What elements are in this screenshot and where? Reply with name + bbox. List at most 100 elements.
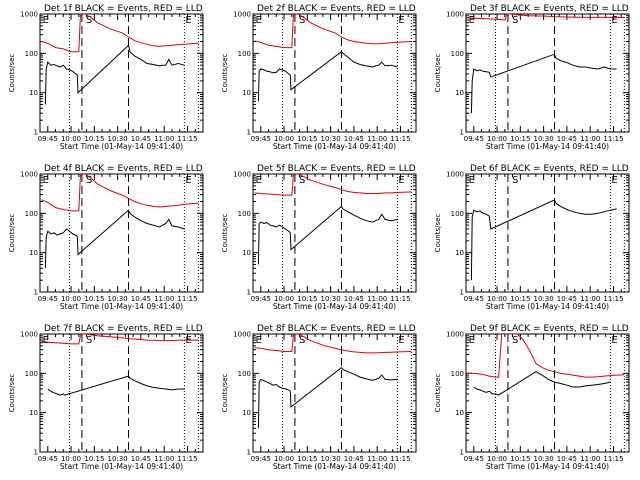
x-tick-label: 10:15 bbox=[84, 295, 104, 303]
x-tick-label: 10:30 bbox=[108, 455, 128, 463]
x-tick-label: 10:15 bbox=[510, 455, 530, 463]
y-tick-label: 10 bbox=[29, 249, 38, 257]
x-tick-label: 11:15 bbox=[603, 135, 623, 143]
y-tick-label: 100 bbox=[25, 210, 38, 218]
x-tick-label: 10:30 bbox=[321, 455, 341, 463]
x-tick-label: 11:15 bbox=[603, 455, 623, 463]
x-tick-label: 11:00 bbox=[367, 455, 387, 463]
x-tick-label: 10:45 bbox=[557, 295, 577, 303]
y-tick-label: 10 bbox=[455, 409, 464, 417]
x-tick-label: 10:30 bbox=[321, 135, 341, 143]
y-tick-label: 1000 bbox=[233, 11, 251, 19]
events-series-line bbox=[473, 371, 611, 396]
x-tick-label: 11:00 bbox=[580, 135, 600, 143]
x-tick-label: 10:00 bbox=[487, 135, 507, 143]
interval-marker-E: E bbox=[398, 15, 404, 26]
x-tick-label: 10:15 bbox=[84, 455, 104, 463]
y-tick-label: 1 bbox=[460, 129, 464, 137]
plot-frame bbox=[252, 333, 417, 453]
interval-marker-S: S bbox=[86, 175, 92, 186]
detector-panel-1: Det 1f BLACK = Events, RED = LLD 1 10 100 10… bbox=[8, 4, 204, 151]
x-tick-label: 10:15 bbox=[297, 455, 317, 463]
x-tick-label: 11:00 bbox=[154, 135, 174, 143]
panel-title: Det 8f BLACK = Events, RED = LLD bbox=[257, 324, 416, 334]
y-tick-label: 10 bbox=[455, 249, 464, 257]
y-tick-label: 1 bbox=[34, 129, 38, 137]
detector-panel-6: Det 6f BLACK = Events, RED = LLD 1 10 100 10… bbox=[434, 164, 630, 311]
x-tick-label: 10:15 bbox=[510, 135, 530, 143]
interval-marker-E: E bbox=[398, 175, 404, 186]
y-axis-label: Counts/sec bbox=[221, 374, 229, 413]
y-axis-label: Counts/sec bbox=[221, 214, 229, 253]
interval-marker-E: E bbox=[469, 175, 475, 186]
y-tick-label: 10 bbox=[455, 89, 464, 97]
y-axis-label: Counts/sec bbox=[221, 54, 229, 93]
x-tick-label: 10:30 bbox=[108, 135, 128, 143]
y-tick-label: 100 bbox=[238, 50, 251, 58]
plot-frame bbox=[465, 173, 630, 293]
y-tick-label: 1000 bbox=[233, 331, 251, 339]
x-tick-label: 10:45 bbox=[131, 135, 151, 143]
interval-marker-S: S bbox=[299, 335, 305, 346]
y-tick-label: 100 bbox=[451, 370, 464, 378]
y-tick-label: 1 bbox=[460, 449, 464, 457]
y-tick-label: 1 bbox=[34, 449, 38, 457]
x-tick-label: 10:45 bbox=[131, 295, 151, 303]
x-tick-label: 11:00 bbox=[367, 135, 387, 143]
y-tick-label: 10 bbox=[242, 89, 251, 97]
lld-series-line bbox=[467, 14, 625, 21]
detector-panel-3: Det 3f BLACK = Events, RED = LLD 1 10 100 10… bbox=[434, 4, 630, 151]
interval-marker-E: E bbox=[43, 15, 49, 26]
panel-title: Det 1f BLACK = Events, RED = LLD bbox=[44, 4, 203, 14]
x-tick-label: 10:00 bbox=[61, 455, 81, 463]
interval-marker-S: S bbox=[512, 335, 518, 346]
x-tick-label: 10:45 bbox=[557, 135, 577, 143]
x-tick-label: 11:15 bbox=[390, 295, 410, 303]
interval-marker-S: S bbox=[299, 15, 305, 26]
x-tick-label: 11:15 bbox=[390, 135, 410, 143]
events-series-line bbox=[470, 199, 617, 281]
y-tick-label: 1 bbox=[460, 289, 464, 297]
panel-title: Det 2f BLACK = Events, RED = LLD bbox=[257, 4, 416, 14]
x-tick-label: 10:30 bbox=[534, 295, 554, 303]
x-tick-label: 09:45 bbox=[464, 295, 484, 303]
x-tick-label: 10:30 bbox=[534, 135, 554, 143]
y-tick-label: 100 bbox=[451, 210, 464, 218]
panel-title: Det 9f BLACK = Events, RED = LLD bbox=[470, 324, 629, 334]
plot-frame bbox=[465, 333, 630, 453]
events-series-line bbox=[257, 366, 398, 429]
y-tick-label: 1000 bbox=[20, 11, 38, 19]
panel-title: Det 7f BLACK = Events, RED = LLD bbox=[44, 324, 203, 334]
y-tick-label: 10 bbox=[29, 409, 38, 417]
x-tick-label: 09:45 bbox=[251, 295, 271, 303]
interval-marker-E: E bbox=[256, 335, 262, 346]
x-tick-label: 11:15 bbox=[177, 455, 197, 463]
y-tick-label: 1 bbox=[247, 449, 251, 457]
y-axis-label: Counts/sec bbox=[8, 214, 16, 253]
events-series-line bbox=[44, 44, 185, 105]
panel-title: Det 5f BLACK = Events, RED = LLD bbox=[257, 164, 416, 174]
lld-series-line bbox=[41, 174, 199, 212]
lld-series-line bbox=[254, 174, 412, 196]
events-series-line bbox=[47, 375, 185, 396]
x-tick-label: 10:00 bbox=[274, 295, 294, 303]
y-tick-label: 100 bbox=[25, 50, 38, 58]
x-axis-label: Start Time (01-May-14 09:41:40) bbox=[273, 302, 396, 311]
x-tick-label: 11:15 bbox=[603, 295, 623, 303]
x-tick-label: 10:00 bbox=[274, 455, 294, 463]
lld-series-line bbox=[41, 334, 199, 345]
x-tick-label: 09:45 bbox=[38, 295, 58, 303]
x-tick-label: 09:45 bbox=[38, 455, 58, 463]
plot-frame bbox=[465, 13, 630, 133]
events-series-line bbox=[470, 53, 617, 114]
x-tick-label: 11:00 bbox=[154, 455, 174, 463]
interval-marker-E: E bbox=[611, 335, 617, 346]
x-axis-label: Start Time (01-May-14 09:41:40) bbox=[273, 142, 396, 151]
x-axis-label: Start Time (01-May-14 09:41:40) bbox=[273, 462, 396, 471]
y-axis-label: Counts/sec bbox=[8, 374, 16, 413]
y-tick-label: 10 bbox=[29, 89, 38, 97]
y-tick-label: 100 bbox=[451, 50, 464, 58]
y-tick-label: 10 bbox=[242, 249, 251, 257]
panel-title: Det 3f BLACK = Events, RED = LLD bbox=[470, 4, 629, 14]
interval-marker-E: E bbox=[43, 335, 49, 346]
